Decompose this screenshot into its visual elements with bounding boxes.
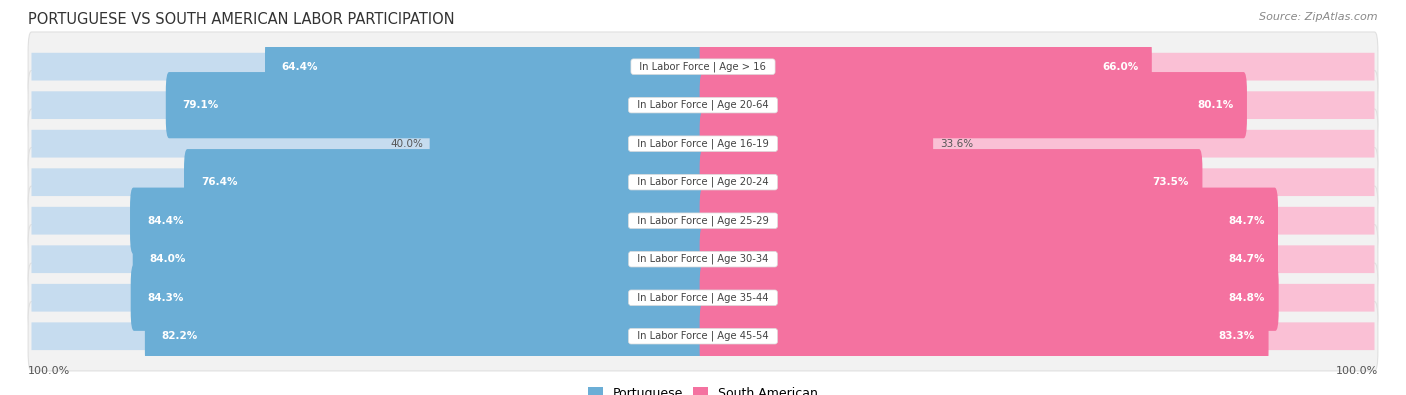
Text: 83.3%: 83.3% [1219, 331, 1256, 341]
Text: 73.5%: 73.5% [1153, 177, 1189, 187]
FancyBboxPatch shape [28, 70, 1378, 140]
FancyBboxPatch shape [703, 53, 1375, 81]
FancyBboxPatch shape [703, 130, 1375, 158]
FancyBboxPatch shape [145, 303, 706, 369]
Text: 100.0%: 100.0% [28, 366, 70, 376]
Text: In Labor Force | Age 16-19: In Labor Force | Age 16-19 [631, 138, 775, 149]
Text: 76.4%: 76.4% [201, 177, 238, 187]
Text: 84.4%: 84.4% [146, 216, 183, 226]
FancyBboxPatch shape [184, 149, 706, 215]
FancyBboxPatch shape [28, 186, 1378, 255]
Text: 79.1%: 79.1% [183, 100, 219, 110]
FancyBboxPatch shape [703, 245, 1375, 273]
FancyBboxPatch shape [430, 111, 706, 177]
FancyBboxPatch shape [700, 303, 1268, 369]
FancyBboxPatch shape [700, 226, 1278, 292]
Text: Source: ZipAtlas.com: Source: ZipAtlas.com [1260, 12, 1378, 22]
Text: In Labor Force | Age 20-24: In Labor Force | Age 20-24 [631, 177, 775, 188]
FancyBboxPatch shape [700, 111, 934, 177]
FancyBboxPatch shape [700, 149, 1202, 215]
FancyBboxPatch shape [703, 322, 1375, 350]
Text: 84.7%: 84.7% [1227, 254, 1264, 264]
Text: 66.0%: 66.0% [1102, 62, 1139, 71]
FancyBboxPatch shape [31, 245, 703, 273]
Text: In Labor Force | Age > 16: In Labor Force | Age > 16 [634, 61, 772, 72]
FancyBboxPatch shape [703, 91, 1375, 119]
Text: 100.0%: 100.0% [1336, 366, 1378, 376]
FancyBboxPatch shape [31, 322, 703, 350]
Text: In Labor Force | Age 25-29: In Labor Force | Age 25-29 [631, 215, 775, 226]
Text: 84.0%: 84.0% [149, 254, 186, 264]
FancyBboxPatch shape [31, 284, 703, 312]
FancyBboxPatch shape [31, 168, 703, 196]
Text: In Labor Force | Age 30-34: In Labor Force | Age 30-34 [631, 254, 775, 265]
FancyBboxPatch shape [129, 188, 706, 254]
FancyBboxPatch shape [703, 207, 1375, 235]
Text: 84.3%: 84.3% [148, 293, 184, 303]
FancyBboxPatch shape [700, 188, 1278, 254]
FancyBboxPatch shape [28, 263, 1378, 333]
Text: PORTUGUESE VS SOUTH AMERICAN LABOR PARTICIPATION: PORTUGUESE VS SOUTH AMERICAN LABOR PARTI… [28, 12, 454, 27]
Text: 80.1%: 80.1% [1197, 100, 1233, 110]
Text: 33.6%: 33.6% [939, 139, 973, 149]
FancyBboxPatch shape [703, 168, 1375, 196]
Text: 84.7%: 84.7% [1227, 216, 1264, 226]
FancyBboxPatch shape [31, 207, 703, 235]
FancyBboxPatch shape [28, 32, 1378, 101]
FancyBboxPatch shape [264, 34, 706, 100]
FancyBboxPatch shape [700, 265, 1278, 331]
FancyBboxPatch shape [31, 91, 703, 119]
Legend: Portuguese, South American: Portuguese, South American [583, 382, 823, 395]
Text: 40.0%: 40.0% [389, 139, 423, 149]
FancyBboxPatch shape [131, 265, 706, 331]
FancyBboxPatch shape [31, 130, 703, 158]
Text: In Labor Force | Age 35-44: In Labor Force | Age 35-44 [631, 292, 775, 303]
FancyBboxPatch shape [700, 34, 1152, 100]
FancyBboxPatch shape [132, 226, 706, 292]
FancyBboxPatch shape [166, 72, 706, 138]
Text: In Labor Force | Age 20-64: In Labor Force | Age 20-64 [631, 100, 775, 111]
FancyBboxPatch shape [703, 284, 1375, 312]
FancyBboxPatch shape [28, 224, 1378, 294]
FancyBboxPatch shape [31, 53, 703, 81]
FancyBboxPatch shape [28, 302, 1378, 371]
FancyBboxPatch shape [28, 109, 1378, 179]
Text: 82.2%: 82.2% [162, 331, 198, 341]
Text: In Labor Force | Age 45-54: In Labor Force | Age 45-54 [631, 331, 775, 342]
FancyBboxPatch shape [28, 147, 1378, 217]
Text: 84.8%: 84.8% [1229, 293, 1265, 303]
Text: 64.4%: 64.4% [281, 62, 318, 71]
FancyBboxPatch shape [700, 72, 1247, 138]
